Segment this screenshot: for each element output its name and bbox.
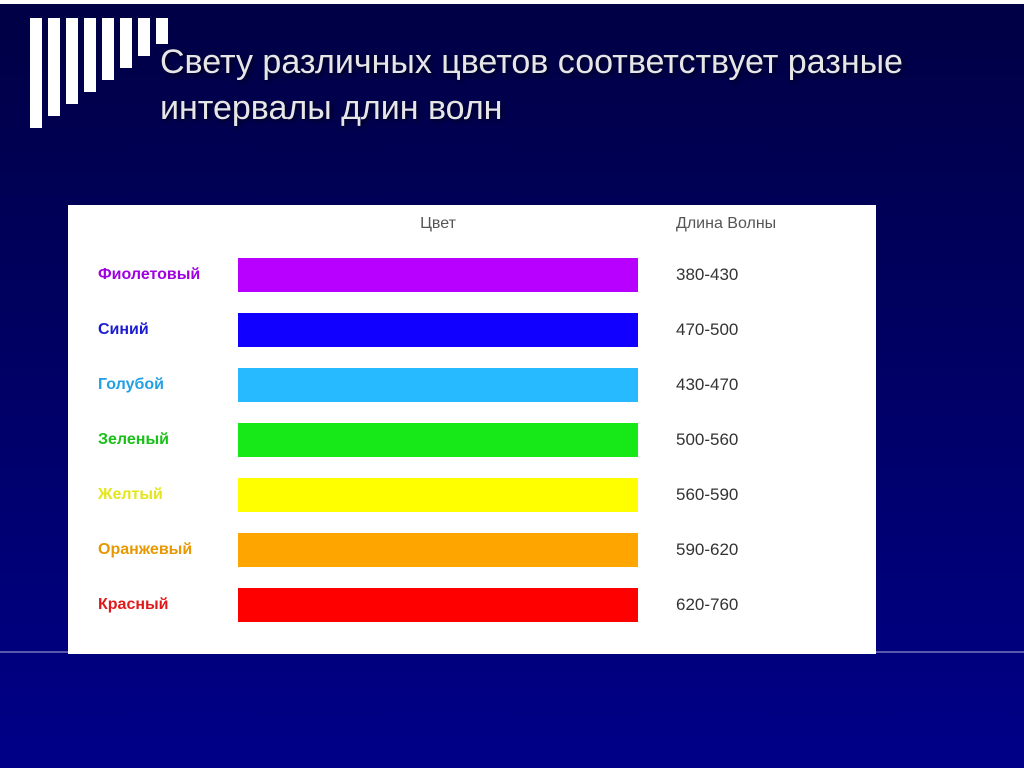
table-row: Голубой 430-470 bbox=[98, 357, 836, 412]
color-swatch bbox=[238, 588, 638, 622]
table-row: Зеленый 500-560 bbox=[98, 412, 836, 467]
color-table: Цвет Длина Волны Фиолетовый 380-430 Синий 4… bbox=[68, 205, 876, 654]
slide-title: Свету различных цветов соответствует раз… bbox=[160, 40, 964, 132]
color-swatch bbox=[238, 478, 638, 512]
color-swatch bbox=[238, 423, 638, 457]
color-swatch bbox=[238, 258, 638, 292]
color-swatch bbox=[238, 533, 638, 567]
table-row: Оранжевый 590-620 bbox=[98, 522, 836, 577]
table-row: Синий 470-500 bbox=[98, 302, 836, 357]
wavelength-value: 560-590 bbox=[638, 485, 808, 505]
decorative-bar bbox=[66, 18, 78, 104]
color-swatch bbox=[238, 313, 638, 347]
top-rule bbox=[0, 0, 1024, 4]
header-color: Цвет bbox=[238, 215, 638, 233]
wavelength-value: 500-560 bbox=[638, 430, 808, 450]
wavelength-value: 590-620 bbox=[638, 540, 808, 560]
color-label: Зеленый bbox=[98, 431, 238, 449]
table-header-row: Цвет Длина Волны bbox=[98, 215, 836, 233]
wavelength-value: 430-470 bbox=[638, 375, 808, 395]
wavelength-value: 380-430 bbox=[638, 265, 808, 285]
table-row: Красный 620-760 bbox=[98, 577, 836, 632]
decorative-bar bbox=[120, 18, 132, 68]
decorative-bar bbox=[138, 18, 150, 56]
color-label: Красный bbox=[98, 596, 238, 614]
decorative-bar bbox=[84, 18, 96, 92]
bottom-rule bbox=[0, 651, 1024, 653]
color-label: Синий bbox=[98, 321, 238, 339]
wavelength-value: 470-500 bbox=[638, 320, 808, 340]
color-swatch bbox=[238, 368, 638, 402]
decorative-bar bbox=[30, 18, 42, 128]
decorative-bar bbox=[102, 18, 114, 80]
header-wavelength: Длина Волны bbox=[638, 215, 808, 233]
decorative-bars bbox=[30, 18, 168, 128]
color-label: Желтый bbox=[98, 486, 238, 504]
wavelength-value: 620-760 bbox=[638, 595, 808, 615]
color-label: Оранжевый bbox=[98, 541, 238, 559]
table-row: Фиолетовый 380-430 bbox=[98, 247, 836, 302]
table-row: Желтый 560-590 bbox=[98, 467, 836, 522]
color-label: Фиолетовый bbox=[98, 266, 238, 284]
decorative-bar bbox=[48, 18, 60, 116]
color-label: Голубой bbox=[98, 376, 238, 394]
